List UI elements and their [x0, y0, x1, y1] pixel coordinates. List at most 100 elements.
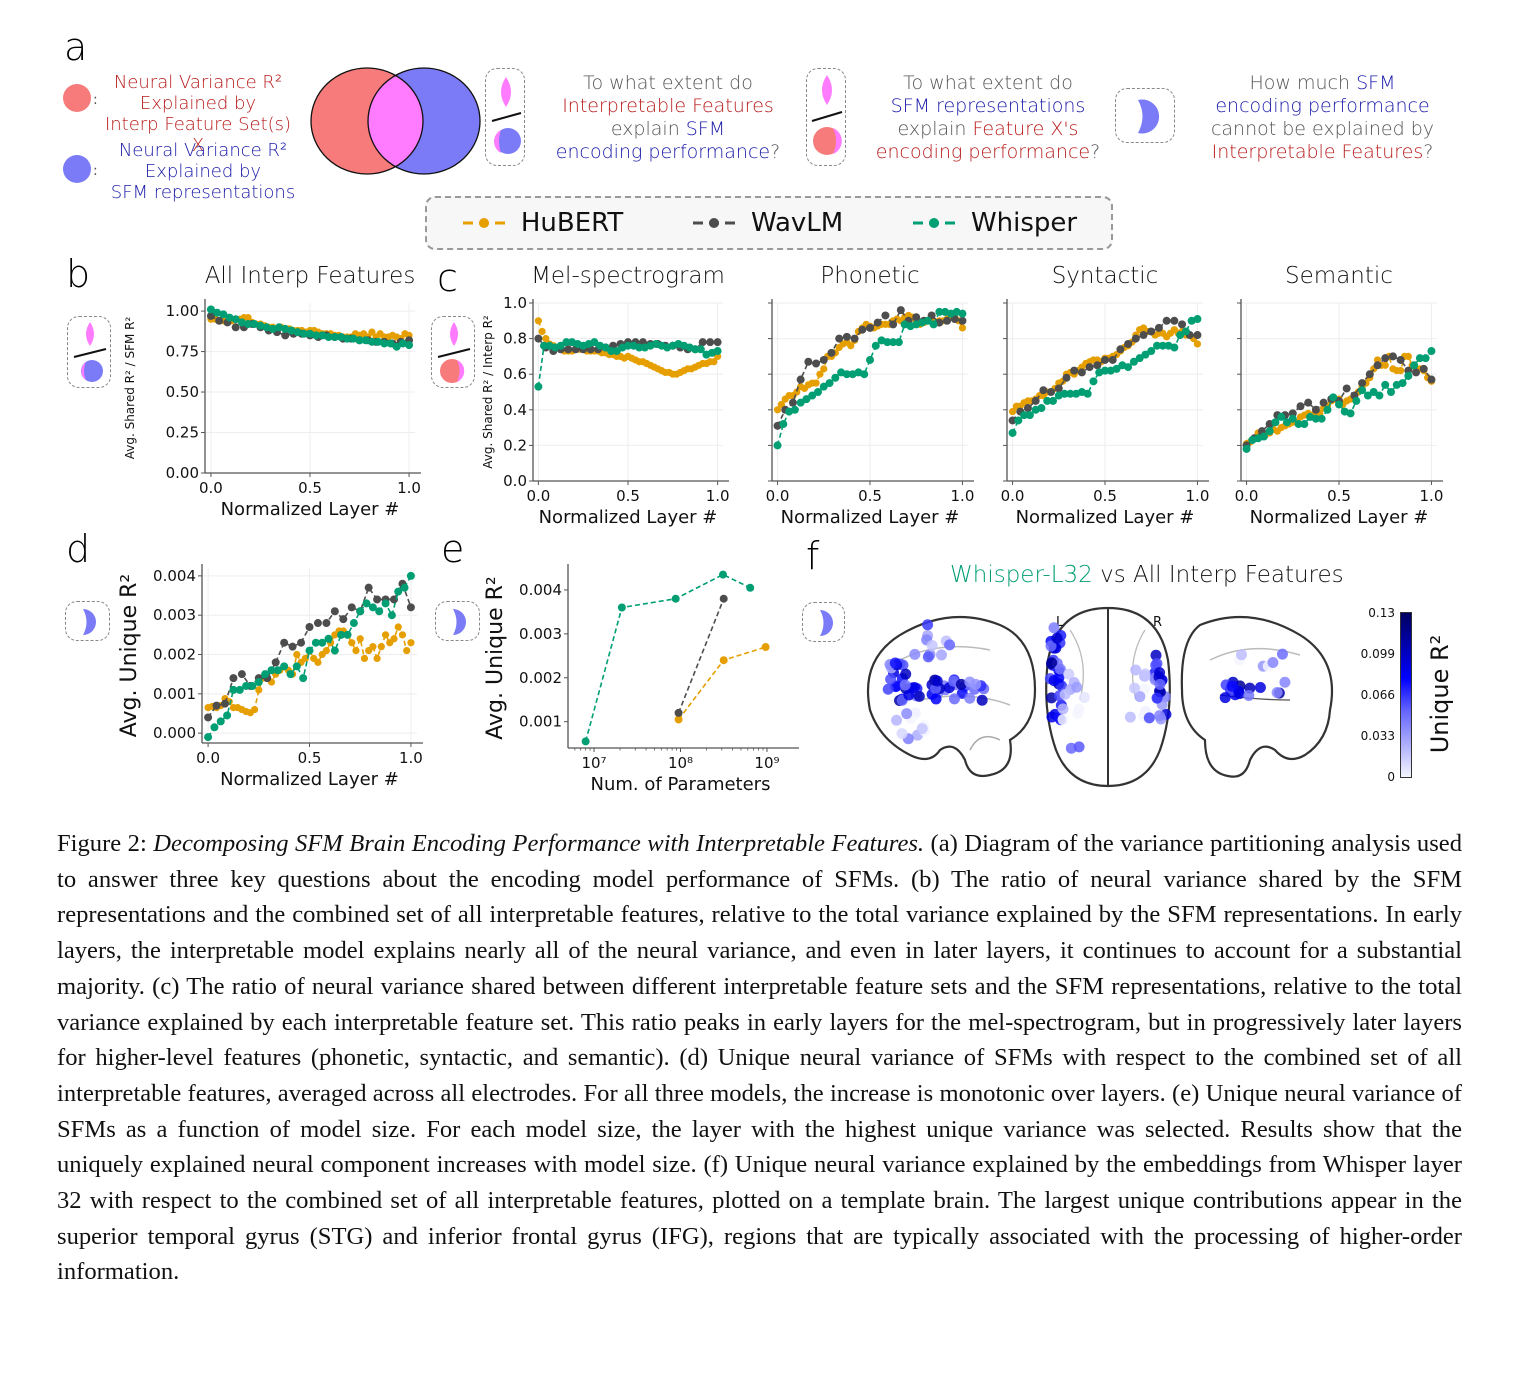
data-point-wavlm	[858, 325, 867, 334]
data-point-wavlm	[1108, 355, 1117, 364]
data-point-whisper	[219, 310, 228, 319]
data-point-whisper	[349, 334, 358, 343]
panel-label-b: b	[66, 252, 91, 296]
data-point-hubert	[674, 715, 683, 724]
data-point-wavlm	[866, 323, 874, 332]
data-point-whisper	[273, 666, 282, 675]
data-point-wavlm	[912, 313, 921, 322]
hemisphere-label-left: L	[1056, 615, 1064, 630]
data-point-whisper	[256, 321, 265, 330]
x-axis-label: Normalized Layer #	[221, 499, 400, 520]
x-axis-label: Normalized Layer #	[781, 507, 960, 528]
data-point-whisper	[406, 571, 415, 580]
electrode	[1051, 632, 1063, 644]
data-point-whisper	[1158, 341, 1167, 350]
data-point-wavlm	[1381, 354, 1390, 363]
y-tick-label: 0.6	[503, 365, 527, 383]
electrode	[1045, 640, 1057, 652]
series-whisper	[581, 570, 755, 746]
chart-c-semantic: 0.0 0.5 1.0 Semantic Normalized Layer #	[1235, 263, 1444, 528]
legend-item-wavlm: WavLM	[691, 208, 843, 238]
data-point-whisper	[231, 315, 240, 324]
data-point-hubert	[820, 365, 828, 373]
data-point-whisper	[237, 318, 246, 327]
data-point-whisper	[1193, 315, 1202, 324]
electrode	[1053, 672, 1065, 684]
electrode	[922, 619, 934, 631]
x-tick-label: 0.0	[766, 487, 790, 505]
x-tick-label: 0.5	[858, 487, 882, 505]
electrode	[1130, 664, 1142, 676]
data-point-whisper	[1112, 364, 1121, 373]
series-whisper	[534, 338, 722, 391]
electrode	[1226, 680, 1238, 692]
data-point-whisper	[355, 336, 364, 345]
data-point-whisper	[1358, 386, 1367, 395]
data-point-whisper	[216, 717, 225, 726]
data-point-wavlm	[896, 306, 905, 315]
interp-variance-key-label: Neural Variance R² Explained by Interp F…	[104, 72, 292, 156]
data-point-whisper	[1387, 388, 1396, 396]
y-tick-label: 0.25	[166, 424, 199, 442]
data-point-hubert	[394, 623, 402, 631]
x-tick-label: 0.0	[1235, 487, 1259, 505]
data-point-wavlm	[373, 595, 382, 604]
data-point-whisper	[790, 405, 799, 414]
data-point-whisper	[1404, 371, 1413, 380]
electrode	[1271, 686, 1283, 698]
data-point-whisper	[894, 338, 903, 347]
data-point-wavlm	[889, 320, 898, 329]
figure-caption: Figure 2: Decomposing SFM Brain Encoding…	[57, 826, 1462, 1290]
data-point-wavlm	[713, 338, 722, 347]
electrode	[1276, 648, 1288, 660]
data-point-whisper	[261, 670, 270, 679]
data-point-whisper	[539, 341, 548, 350]
electrode	[1243, 689, 1255, 701]
electrode	[1054, 663, 1066, 675]
data-point-hubert	[377, 643, 385, 651]
x-tick-label: 0.0	[196, 749, 220, 767]
electrode	[1078, 692, 1090, 704]
electrode	[935, 649, 947, 661]
y-tick-label: 0.00	[166, 464, 199, 482]
data-point-hubert	[816, 370, 824, 378]
data-point-hubert	[403, 646, 411, 655]
chart-c-syntactic: 0.0 0.5 1.0 Syntactic Normalized Layer #	[1001, 263, 1210, 528]
electrode	[1219, 692, 1231, 704]
panel-label-c: c	[437, 256, 458, 300]
model-legend: HuBERT WavLM Whisper	[425, 196, 1113, 250]
data-point-wavlm	[1170, 316, 1179, 325]
x-tick-label: 1.0	[706, 487, 730, 505]
shared-over-sfm-icon	[485, 68, 525, 166]
x-axis-label: Normalized Layer #	[1250, 507, 1429, 528]
electrode	[955, 678, 967, 690]
data-point-hubert	[534, 317, 542, 325]
data-point-hubert	[244, 313, 252, 322]
data-point-wavlm	[1070, 366, 1079, 375]
data-point-whisper	[1129, 357, 1138, 366]
y-tick-label: 1.00	[166, 302, 199, 320]
data-point-whisper	[1335, 400, 1343, 409]
data-point-hubert	[348, 639, 356, 647]
data-point-whisper	[1083, 389, 1092, 398]
data-point-hubert	[538, 327, 546, 336]
data-point-whisper	[1381, 380, 1390, 389]
data-point-whisper	[204, 733, 213, 742]
data-point-hubert	[390, 635, 398, 643]
brain-electrode-map: L R	[866, 606, 1334, 788]
data-point-wavlm	[330, 607, 339, 616]
data-point-wavlm	[1319, 398, 1328, 407]
data-point-hubert	[322, 646, 331, 655]
data-point-whisper	[337, 630, 346, 639]
chart-c-phonetic: 0.0 0.5 1.0 Phonetic Normalized Layer #	[766, 263, 975, 528]
data-point-hubert	[793, 388, 801, 396]
electrode	[1134, 691, 1146, 703]
data-point-wavlm	[698, 338, 707, 347]
data-point-whisper	[1043, 396, 1052, 405]
data-point-wavlm	[280, 638, 289, 647]
x-tick-label: 0.5	[1327, 487, 1351, 505]
data-point-whisper	[267, 666, 276, 675]
data-point-hubert	[847, 342, 855, 350]
data-point-wavlm	[271, 658, 280, 667]
electrode	[1154, 667, 1166, 679]
